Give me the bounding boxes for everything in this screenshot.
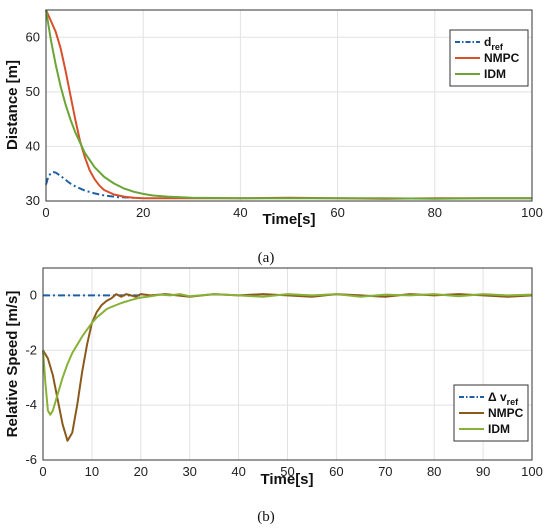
x-tick-label: 40: [233, 205, 247, 220]
x-tick-label: 10: [85, 464, 99, 479]
x-tick-label: 80: [428, 205, 442, 220]
panel-b-caption: (b): [257, 509, 275, 525]
x-tick-label: 100: [521, 464, 543, 479]
legend-entry: IDM: [484, 67, 506, 81]
panel-b-series: [42, 293, 533, 442]
series-line-d: [45, 171, 134, 199]
y-tick-label: -6: [25, 452, 37, 467]
panel-a-distance-chart: 0 20 40 60 80 100 30 40 50 60 Time[s] Distance […: [4, 9, 543, 266]
x-tick-label: 30: [182, 464, 196, 479]
y-tick-label: 40: [26, 138, 40, 153]
panel-a-caption: (a): [258, 250, 275, 266]
y-tick-label: -4: [25, 397, 37, 412]
x-tick-label: 90: [476, 464, 490, 479]
panel-b-relative-speed-chart: 0 10 20 30 40 50 60 70 80 90 100 -6 -4 -2 0 Time[s] R…: [4, 267, 543, 525]
y-tick-label: 50: [26, 84, 40, 99]
x-tick-label: 60: [330, 205, 344, 220]
x-tick-label: 70: [378, 464, 392, 479]
legend-entry: NMPC: [488, 406, 524, 420]
panel-b-y-tick-labels: -6 -4 -2 0: [25, 287, 37, 467]
series-line-nmpc: [42, 293, 533, 442]
x-tick-label: 60: [329, 464, 343, 479]
panel-b-y-axis-label: Relative Speed [m/s]: [4, 291, 21, 438]
panel-b-plot-frame: [42, 267, 533, 461]
series-line-idm: [42, 293, 533, 416]
panel-a-x-tick-labels: 0 20 40 60 80 100: [42, 205, 542, 220]
series-line-idm: [45, 9, 532, 200]
x-tick-label: 40: [231, 464, 245, 479]
y-tick-label: 0: [30, 287, 37, 302]
x-tick-label: 50: [280, 464, 294, 479]
x-tick-label: 20: [136, 205, 150, 220]
x-tick-label: 100: [521, 205, 543, 220]
x-tick-label: 20: [134, 464, 148, 479]
panel-a-series: [45, 9, 532, 200]
legend-entry: IDM: [488, 422, 510, 436]
panel-a-y-tick-labels: 30 40 50 60: [26, 29, 40, 208]
y-tick-label: 60: [26, 29, 40, 44]
x-tick-label: 0: [39, 464, 46, 479]
panel-a-x-axis-label: Time[s]: [262, 211, 315, 228]
legend-entry: NMPC: [484, 51, 520, 65]
panel-a-y-axis-label: Distance [m]: [4, 60, 21, 150]
x-tick-label: 80: [427, 464, 441, 479]
y-tick-label: 30: [26, 193, 40, 208]
panel-b-x-axis-label: Time[s]: [260, 471, 313, 488]
y-tick-label: -2: [25, 342, 37, 357]
panel-a-plot-frame: [45, 9, 533, 202]
panel-b-x-tick-labels: 0 10 20 30 40 50 60 70 80 90 100: [39, 464, 542, 479]
x-tick-label: 0: [42, 205, 49, 220]
